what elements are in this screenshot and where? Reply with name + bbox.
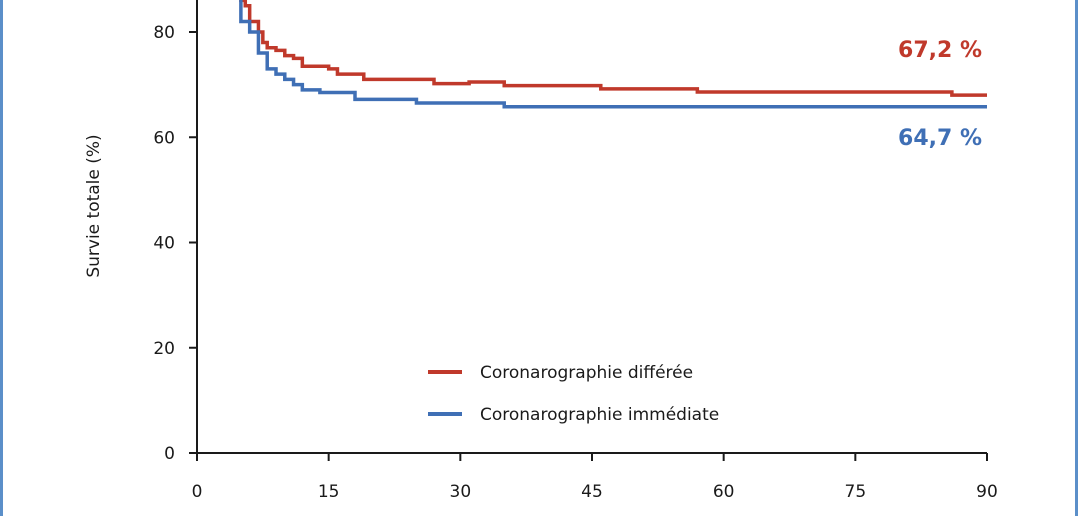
y-tick-label: 0 [164, 444, 175, 464]
x-tick-label: 90 [976, 482, 998, 502]
end-labels: 67,2 % 64,7 % [898, 38, 982, 151]
series-line-differee [239, 0, 987, 97]
end-label-differee: 67,2 % [898, 38, 982, 63]
y-axis-title: Survie totale (%) [84, 134, 104, 277]
legend-label-immediate: Coronarographie immédiate [480, 405, 719, 425]
x-tick-label: 60 [713, 482, 735, 502]
x-tick-label: 30 [450, 482, 472, 502]
x-tick-label: 45 [581, 482, 603, 502]
axes: 0 15 30 45 60 75 90 0 20 40 60 80 Survie totale (%) [84, 0, 998, 502]
x-tick-label: 0 [192, 482, 203, 502]
end-label-immediate: 64,7 % [898, 126, 982, 151]
series-lines [239, 0, 987, 109]
legend-label-differee: Coronarographie différée [480, 363, 693, 383]
y-tick-label: 20 [153, 339, 175, 359]
x-tick-label: 15 [318, 482, 340, 502]
legend: Coronarographie différée Coronarographie … [428, 363, 719, 425]
y-tick-label: 60 [153, 128, 175, 148]
y-tick-label: 40 [153, 234, 175, 254]
y-tick-label: 80 [153, 23, 175, 43]
x-tick-label: 75 [845, 482, 867, 502]
series-line-immediate [239, 0, 987, 109]
